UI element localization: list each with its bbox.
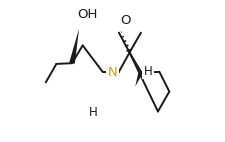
Text: H: H [144, 64, 153, 78]
Polygon shape [135, 71, 143, 87]
Text: OH: OH [78, 8, 98, 21]
Text: H: H [89, 106, 98, 119]
Text: O: O [121, 14, 131, 27]
Polygon shape [69, 28, 79, 64]
Text: N: N [108, 66, 117, 79]
